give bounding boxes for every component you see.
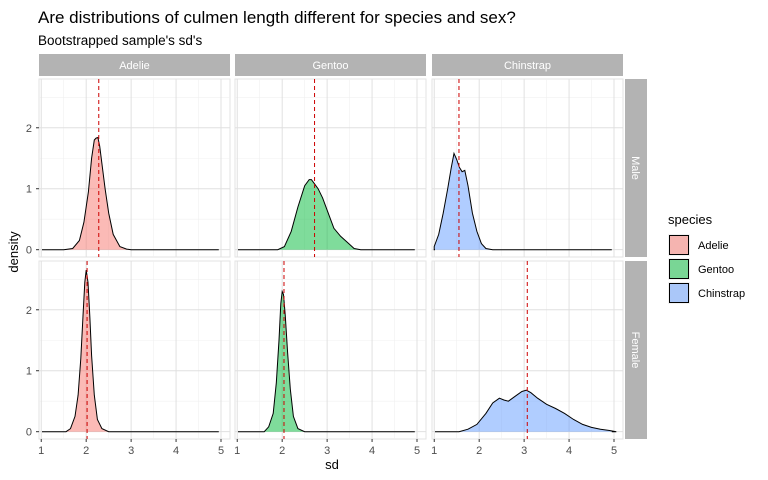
density-area [66,270,109,432]
density-line [42,136,219,251]
panel-background [38,260,231,440]
legend-item-gentoo: Gentoo [668,258,734,280]
strip-gentoo: Gentoo [235,54,426,76]
legend-label: Chinstrap [698,288,745,300]
strip-bg [39,54,230,76]
strip-label: Female [629,332,641,369]
y-tick-label: 0 [26,427,32,439]
x-tick-label: 1 [431,445,437,457]
strip-label: Male [629,156,641,180]
y-tick-label: 2 [26,305,32,317]
legend: species Adelie Gentoo Chinstrap [668,212,745,304]
legend-label: Adelie [698,240,729,252]
x-tick-label: 1 [234,445,240,457]
strip-adelie: Adelie [39,54,230,76]
chart-subtitle: Bootstrapped sample's sd's [38,33,202,48]
strip-label: Gentoo [312,60,348,72]
x-tick-label: 2 [83,445,89,457]
strip-bg [625,79,647,257]
strip-chinstrap: Chinstrap [432,54,623,76]
legend-swatch [669,283,689,303]
x-tick-label: 1 [38,445,44,457]
strip-bg [625,261,647,439]
density-area [434,153,493,250]
legend-label: Gentoo [698,264,734,276]
x-tick-label: 2 [476,445,482,457]
x-axis-title: sd [325,457,339,472]
density-area [459,390,617,432]
panel-chinstrap-male [431,78,624,258]
panel-chinstrap-female [431,260,624,440]
x-tick-label: 5 [611,445,617,457]
x-tick-label: 5 [218,445,224,457]
strip-label: Chinstrap [504,60,551,72]
panel-gentoo-male [234,78,427,258]
x-tick-label: 4 [369,445,375,457]
panel-background [234,260,427,440]
density-line [433,151,612,251]
y-tick-label: 1 [26,366,32,378]
strip-label: Adelie [119,60,150,72]
density-line [238,289,415,433]
y-axis-title: density [6,231,21,273]
legend-item-adelie: Adelie [668,234,729,256]
density-area [277,179,361,250]
density-line [435,389,617,433]
strip-female: Female [625,261,647,439]
x-tick-label: 2 [279,445,285,457]
legend-title: species [668,212,713,227]
density-line [238,179,415,251]
y-tick-label: 2 [26,123,32,135]
panel-background [38,78,231,258]
strip-bg [235,54,426,76]
y-tick-label: 1 [26,184,32,196]
x-tick-label: 4 [566,445,572,457]
legend-item-chinstrap: Chinstrap [668,282,745,304]
x-tick-label: 4 [173,445,179,457]
panel-gentoo-female [234,260,427,440]
density-area [63,137,132,250]
legend-swatch [669,235,689,255]
strip-male: Male [625,79,647,257]
x-tick-label: 3 [521,445,527,457]
panel-adelie-male [38,78,231,258]
strip-bg [432,54,623,76]
x-tick-label: 5 [414,445,420,457]
chart-title: Are distributions of culmen length diffe… [38,8,516,27]
x-tick-label: 3 [128,445,134,457]
x-tick-label: 3 [324,445,330,457]
panel-adelie-female [38,260,231,440]
legend-swatch [669,259,689,279]
density-line [42,270,219,433]
y-tick-label: 0 [26,245,32,257]
